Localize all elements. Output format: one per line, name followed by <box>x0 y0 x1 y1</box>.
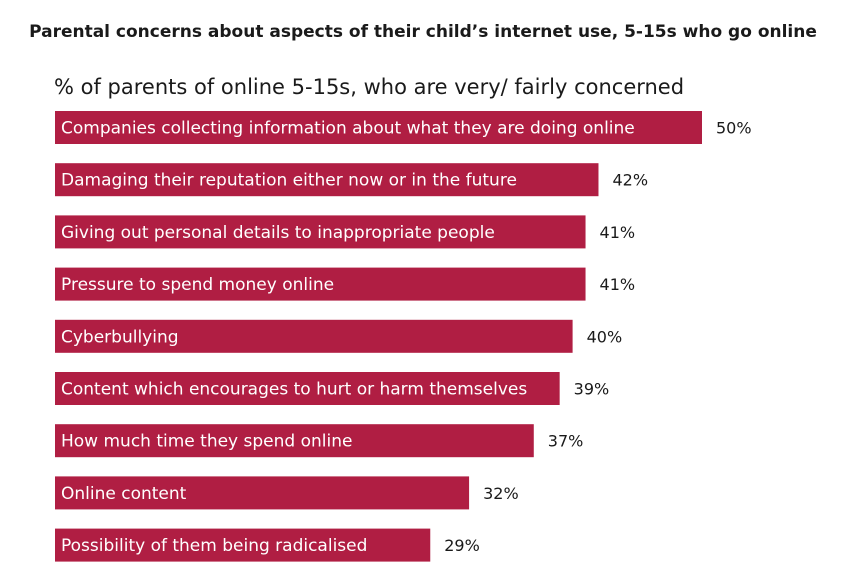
value-label: 41% <box>600 223 636 242</box>
category-label: Pressure to spend money online <box>61 275 334 295</box>
value-label: 40% <box>587 327 623 346</box>
bar <box>55 215 586 249</box>
chart-title: Parental concerns about aspects of their… <box>29 22 817 42</box>
value-label: 37% <box>548 432 584 451</box>
category-label: Damaging their reputation either now or … <box>61 171 517 191</box>
category-label: Possibility of them being radicalised <box>61 536 367 556</box>
value-label: 41% <box>600 275 636 294</box>
category-label: Content which encourages to hurt or harm… <box>61 380 527 400</box>
category-label: Cyberbullying <box>61 327 179 347</box>
value-label: 42% <box>612 171 648 190</box>
bar <box>55 111 702 144</box>
category-label: Online content <box>61 484 187 504</box>
bar <box>55 267 586 301</box>
category-label: How much time they spend online <box>61 432 352 452</box>
bar <box>55 528 431 562</box>
bar <box>55 424 534 458</box>
bar <box>55 476 470 510</box>
bar <box>55 372 560 405</box>
value-label: 32% <box>483 484 519 503</box>
category-label: Companies collecting information about w… <box>61 119 635 139</box>
bar <box>55 319 573 353</box>
value-label: 50% <box>716 119 752 138</box>
value-label: 29% <box>444 536 480 555</box>
chart-subtitle: % of parents of online 5-15s, who are ve… <box>54 75 685 99</box>
value-label: 39% <box>574 380 610 399</box>
category-label: Giving out personal details to inappropr… <box>61 223 495 243</box>
bar <box>55 163 599 197</box>
